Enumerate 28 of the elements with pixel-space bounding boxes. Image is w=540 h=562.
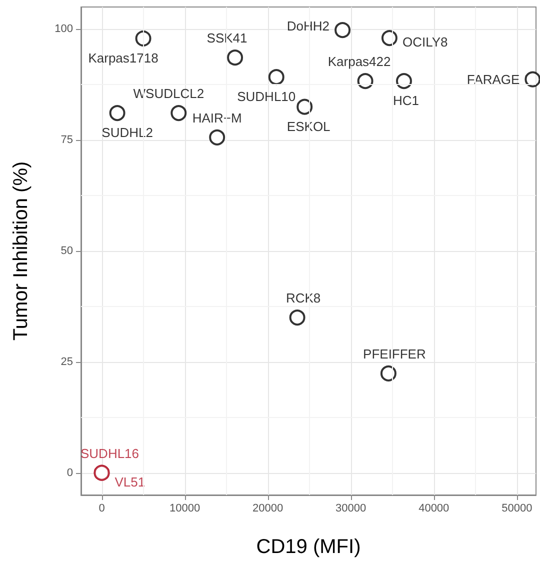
- y-axis-title: Tumor Inhibition (%): [10, 161, 32, 341]
- data-label: RCK8: [286, 290, 321, 306]
- data-label: HC1: [392, 93, 419, 108]
- data-label: Karpas422: [328, 54, 391, 70]
- data-label: HAIR−M: [192, 110, 242, 126]
- x-tick-label: 10000: [169, 502, 200, 514]
- y-tick-label: 100: [54, 23, 73, 36]
- y-tick-label: 0: [66, 466, 73, 479]
- x-tick-label: 40000: [418, 502, 450, 514]
- data-label: FARAGE: [466, 72, 520, 87]
- data-label: SSK41: [206, 30, 248, 46]
- x-tick-label: 50000: [502, 502, 532, 514]
- y-tick-label: 75: [60, 134, 73, 146]
- x-tick-label: 30000: [336, 502, 366, 514]
- data-label: SUDHL2: [102, 125, 153, 140]
- x-axis-title: CD19 (MFI): [256, 536, 361, 558]
- data-label: PFEIFFER: [363, 346, 426, 362]
- y-tick-label: 25: [60, 356, 73, 368]
- data-label: Karpas1718: [88, 50, 158, 66]
- data-label: SUDHL10: [237, 89, 296, 104]
- data-label: WSUDLCL2: [133, 86, 204, 102]
- data-label: DoHH2: [286, 18, 330, 34]
- data-label: VL51: [114, 474, 146, 490]
- x-tick-label: 20000: [252, 502, 284, 514]
- data-label: OCILY8: [402, 34, 448, 50]
- x-tick-label: 0: [98, 502, 105, 514]
- data-label: ESKOL: [286, 118, 330, 134]
- y-tick-label: 50: [60, 245, 73, 257]
